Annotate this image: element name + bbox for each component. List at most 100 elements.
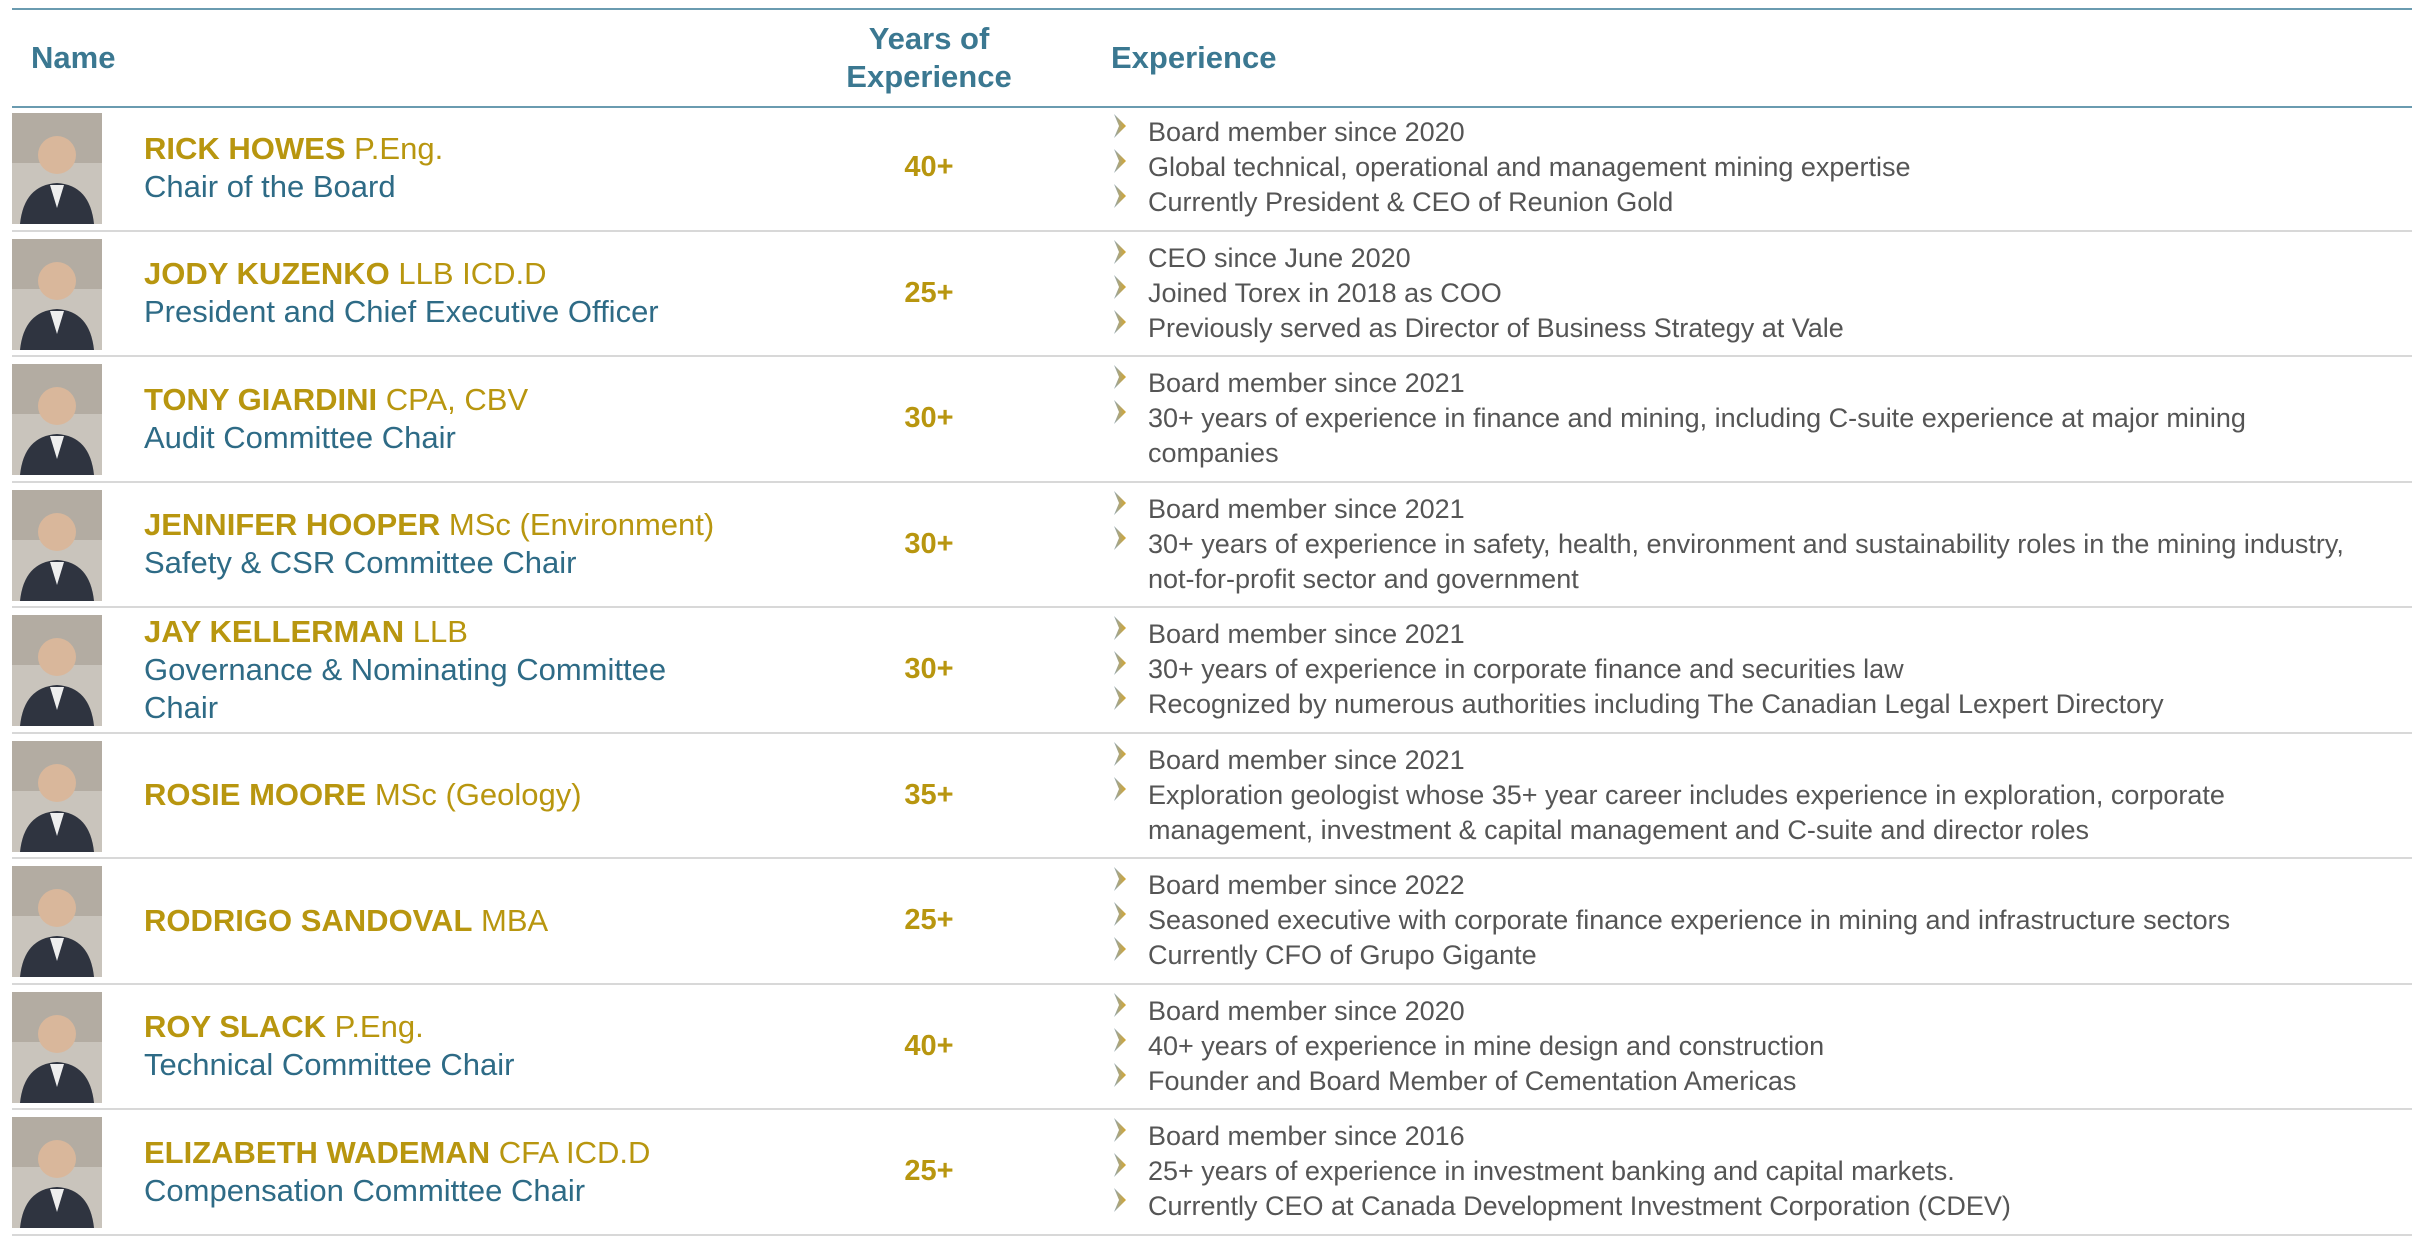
bullet: Joined Torex in 2018 as COO xyxy=(1111,274,2372,311)
bullet: 40+ years of experience in mine design a… xyxy=(1111,1027,2372,1064)
credentials: MBA xyxy=(481,902,549,938)
bullet: 30+ years of experience in safety, healt… xyxy=(1111,525,2372,597)
bullet: Currently CEO at Canada Development Inve… xyxy=(1111,1188,2372,1224)
bullet-text: Currently CEO at Canada Development Inve… xyxy=(1148,1191,2011,1222)
years: 30+ xyxy=(904,527,954,560)
bullet-text: 30+ years of experience in safety, healt… xyxy=(1148,528,2344,594)
header-name: Name xyxy=(31,40,116,75)
photo-frame xyxy=(12,489,102,601)
bullet-arrow xyxy=(1114,490,1126,515)
bullet-text: Founder and Board Member of Cementation … xyxy=(1148,1065,1797,1096)
bullet-arrow xyxy=(1114,184,1126,209)
member-role: Governance & Nominating Committee Chair xyxy=(144,651,667,725)
bullet-text: 30+ years of experience in corporate fin… xyxy=(1148,654,1904,685)
photo xyxy=(12,364,102,475)
bullet-arrow xyxy=(1114,114,1126,139)
credentials: MSc (Geology) xyxy=(374,777,582,813)
member-name: JODY KUZENKO xyxy=(144,256,390,292)
member-name: ROSIE MOORE xyxy=(144,777,367,813)
years: 25+ xyxy=(904,904,954,937)
credentials: CFA ICD.D xyxy=(498,1134,651,1170)
member-role: Audit Committee Chair xyxy=(144,419,456,455)
bullet-text: Currently CFO of Grupo Gigante xyxy=(1148,940,1537,971)
name-line: RODRIGO SANDOVAL MBA xyxy=(144,902,704,940)
experience: Board member since 2021 30+ years of expe… xyxy=(1111,483,2372,607)
board-row: JODY KUZENKO LLB ICD.D President and Chie… xyxy=(12,232,2412,357)
header-experience: Experience xyxy=(1111,40,1277,75)
photo xyxy=(12,113,102,224)
bullet-arrow xyxy=(1114,902,1126,927)
name-line: TONY GIARDINI CPA, CBV xyxy=(144,381,704,419)
bullet: Board member since 2020 xyxy=(1111,114,2372,150)
member-name: JENNIFER HOOPER xyxy=(144,507,441,543)
bullet-arrow xyxy=(1114,309,1126,334)
bullet-arrow xyxy=(1114,239,1126,264)
bullet-arrow xyxy=(1114,776,1126,801)
years: 30+ xyxy=(904,402,954,435)
member-name: RODRIGO SANDOVAL xyxy=(144,902,473,938)
member-name: JAY KELLERMAN xyxy=(144,613,405,649)
board-row: RODRIGO SANDOVAL MBA 25+ Board member sinc… xyxy=(12,859,2412,985)
years: 25+ xyxy=(904,276,954,309)
credentials: MSc (Environment) xyxy=(448,507,715,543)
bullet-text: Currently President & CEO of Reunion Gol… xyxy=(1148,187,1674,218)
member-role: Compensation Committee Chair xyxy=(144,1172,586,1208)
photo xyxy=(12,489,102,601)
years: 25+ xyxy=(904,1155,954,1188)
bullet-text: Recognized by numerous authorities inclu… xyxy=(1148,689,2164,720)
member: ROY SLACK P.Eng. Technical Committee Chai… xyxy=(144,985,704,1109)
bullet-arrow xyxy=(1114,992,1126,1017)
board-row: ELIZABETH WADEMAN CFA ICD.D Compensation … xyxy=(12,1110,2412,1236)
years: 40+ xyxy=(904,1029,954,1062)
bullet: Board member since 2022 xyxy=(1111,867,2372,903)
bullet-text: Previously served as Director of Busines… xyxy=(1148,312,1844,343)
experience: Board member since 2021 30+ years of expe… xyxy=(1111,608,2372,732)
bullet: Board member since 2021 xyxy=(1111,490,2372,527)
bullet: Seasoned executive with corporate financ… xyxy=(1111,902,2372,938)
bullet-text: Board member since 2020 xyxy=(1148,995,1465,1026)
bullet: 30+ years of experience in corporate fin… xyxy=(1111,651,2372,687)
member-name: ELIZABETH WADEMAN xyxy=(144,1134,491,1170)
name-line: JODY KUZENKO LLB ICD.D xyxy=(144,255,704,293)
bullet: Currently CFO of Grupo Gigante xyxy=(1111,937,2372,973)
bullet-arrow xyxy=(1114,400,1126,425)
bullet-arrow xyxy=(1114,1153,1126,1178)
photo xyxy=(12,238,102,350)
member: ROSIE MOORE MSc (Geology) xyxy=(144,734,704,858)
member-name: TONY GIARDINI xyxy=(144,381,378,417)
bullet-text: Exploration geologist whose 35+ year car… xyxy=(1148,779,2225,845)
credentials: P.Eng. xyxy=(334,1009,424,1045)
bullet-text: 30+ years of experience in finance and m… xyxy=(1148,403,2246,469)
photo-frame xyxy=(12,364,102,475)
photo xyxy=(12,991,102,1103)
bullet: Previously served as Director of Busines… xyxy=(1111,309,2372,346)
member: TONY GIARDINI CPA, CBV Audit Committee Ch… xyxy=(144,357,704,481)
bullet: Global technical, operational and manage… xyxy=(1111,149,2372,185)
photo-frame xyxy=(12,740,102,852)
photo xyxy=(12,1117,102,1228)
bullet: Board member since 2021 xyxy=(1111,616,2372,652)
bullet-arrow xyxy=(1114,274,1126,299)
bullet: Board member since 2016 xyxy=(1111,1118,2372,1154)
experience: Board member since 2020 Global technical,… xyxy=(1111,106,2372,230)
board-row: RICK HOWES P.Eng. Chair of the Board 40+ Bo… xyxy=(12,106,2412,232)
experience: Board member since 2021 30+ years of expe… xyxy=(1111,357,2372,481)
member-role: President and Chief Executive Officer xyxy=(144,294,659,330)
member: RICK HOWES P.Eng. Chair of the Board xyxy=(144,106,704,230)
board-row: JAY KELLERMAN LLB Governance & Nominating… xyxy=(12,608,2412,734)
bullet: Founder and Board Member of Cementation … xyxy=(1111,1062,2372,1099)
board-row: JENNIFER HOOPER MSc (Environment) Safety … xyxy=(12,483,2412,608)
bullet-arrow xyxy=(1114,616,1126,641)
bullet-arrow xyxy=(1114,525,1126,550)
member-role: Chair of the Board xyxy=(144,168,396,204)
photo xyxy=(12,740,102,852)
name-line: JENNIFER HOOPER MSc (Environment) xyxy=(144,506,714,544)
bullet: 25+ years of experience in investment ba… xyxy=(1111,1153,2372,1189)
header-years: Years of Experience xyxy=(846,21,1012,94)
experience: Board member since 2016 25+ years of expe… xyxy=(1111,1110,2372,1234)
bullet: CEO since June 2020 xyxy=(1111,239,2372,276)
table-body: RICK HOWES P.Eng. Chair of the Board 40+ Bo… xyxy=(12,106,2412,1236)
member-role: Technical Committee Chair xyxy=(144,1047,515,1083)
bullet-text: Joined Torex in 2018 as COO xyxy=(1148,277,1502,308)
